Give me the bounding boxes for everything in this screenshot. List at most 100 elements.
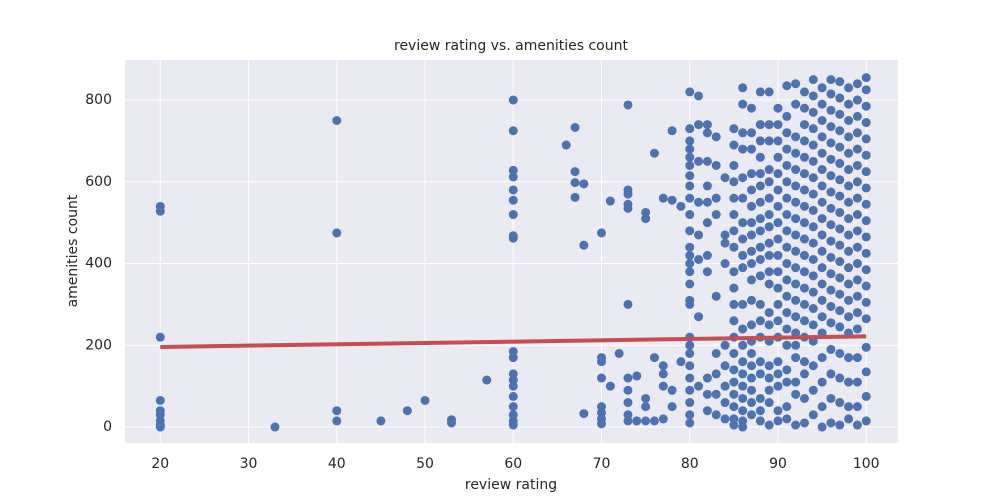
scatter-point bbox=[799, 218, 809, 228]
scatter-point bbox=[570, 122, 580, 132]
scatter-point bbox=[799, 316, 809, 326]
scatter-point bbox=[623, 203, 633, 213]
scatter-point bbox=[641, 214, 651, 224]
scatter-point bbox=[799, 201, 809, 211]
scatter-point bbox=[835, 142, 845, 152]
scatter-point bbox=[861, 342, 871, 352]
scatter-point bbox=[782, 365, 792, 375]
scatter-point bbox=[844, 402, 854, 412]
scatter-point bbox=[826, 252, 836, 262]
scatter-point bbox=[764, 136, 774, 146]
scatter-point bbox=[755, 271, 765, 281]
y-axis-label: amenities count bbox=[65, 194, 81, 307]
scatter-point bbox=[852, 402, 862, 412]
scatter-point bbox=[817, 132, 827, 142]
scatter-point bbox=[835, 109, 845, 119]
scatter-point bbox=[729, 124, 739, 134]
scatter-point bbox=[835, 126, 845, 136]
scatter-point bbox=[508, 195, 518, 205]
scatter-point bbox=[747, 218, 757, 228]
x-tick-label: 50 bbox=[416, 456, 434, 472]
scatter-point bbox=[702, 181, 712, 191]
scatter-point bbox=[852, 259, 862, 269]
scatter-point bbox=[694, 197, 704, 207]
scatter-point bbox=[747, 144, 757, 154]
scatter-point bbox=[579, 409, 589, 419]
scatter-point bbox=[808, 271, 818, 281]
scatter-point bbox=[658, 369, 668, 379]
scatter-point bbox=[605, 381, 615, 391]
scatter-point bbox=[844, 214, 854, 224]
scatter-point bbox=[755, 316, 765, 326]
scatter-point bbox=[808, 320, 818, 330]
scatter-point bbox=[844, 197, 854, 207]
scatter-point bbox=[667, 126, 677, 136]
scatter-point bbox=[861, 391, 871, 401]
scatter-point bbox=[852, 95, 862, 105]
scatter-point bbox=[782, 111, 792, 121]
scatter-point bbox=[482, 375, 492, 385]
scatter-point bbox=[861, 167, 871, 177]
scatter-point bbox=[844, 377, 854, 387]
scatter-point bbox=[799, 393, 809, 403]
scatter-point bbox=[667, 195, 677, 205]
scatter-point bbox=[826, 75, 836, 85]
scatter-point bbox=[738, 193, 748, 203]
scatter-point bbox=[764, 420, 774, 430]
scatter-point bbox=[720, 259, 730, 269]
scatter-point bbox=[685, 418, 695, 428]
scatter-point bbox=[799, 283, 809, 293]
scatter-point bbox=[755, 197, 765, 207]
scatter-point bbox=[685, 136, 695, 146]
scatter-point bbox=[817, 197, 827, 207]
scatter-point bbox=[826, 418, 836, 428]
scatter-point bbox=[764, 222, 774, 232]
scatter-point bbox=[817, 181, 827, 191]
scatter-point bbox=[711, 369, 721, 379]
y-tick-label: 800 bbox=[85, 92, 112, 108]
scatter-point bbox=[844, 83, 854, 93]
scatter-point bbox=[782, 259, 792, 269]
scatter-point bbox=[861, 216, 871, 226]
scatter-point bbox=[667, 385, 677, 395]
x-tick-label: 30 bbox=[240, 456, 258, 472]
scatter-point bbox=[808, 254, 818, 264]
scatter-point bbox=[799, 152, 809, 162]
scatter-point bbox=[729, 140, 739, 150]
scatter-point bbox=[861, 134, 871, 144]
x-tick-label: 80 bbox=[681, 456, 699, 472]
scatter-point bbox=[764, 308, 774, 318]
scatter-point bbox=[835, 273, 845, 283]
chart-title: review rating vs. amenities count bbox=[394, 38, 628, 54]
scatter-point bbox=[817, 246, 827, 256]
scatter-point bbox=[729, 160, 739, 170]
y-tick-label: 400 bbox=[85, 256, 112, 272]
scatter-point bbox=[738, 99, 748, 109]
scatter-point bbox=[738, 234, 748, 244]
scatter-point bbox=[773, 357, 783, 367]
scatter-point bbox=[835, 257, 845, 267]
scatter-point bbox=[597, 357, 607, 367]
scatter-point bbox=[773, 250, 783, 260]
scatter-point bbox=[641, 402, 651, 412]
scatter-point bbox=[755, 181, 765, 191]
scatter-point bbox=[817, 214, 827, 224]
scatter-point bbox=[755, 406, 765, 416]
scatter-point bbox=[808, 287, 818, 297]
scatter-point bbox=[729, 226, 739, 236]
scatter-point bbox=[720, 230, 730, 240]
scatter-point bbox=[720, 238, 730, 248]
scatter-point bbox=[835, 240, 845, 250]
scatter-point bbox=[738, 173, 748, 183]
scatter-point bbox=[685, 242, 695, 252]
scatter-point bbox=[747, 275, 757, 285]
scatter-point bbox=[808, 222, 818, 232]
scatter-point bbox=[508, 95, 518, 105]
scatter-point bbox=[773, 267, 783, 277]
scatter-point bbox=[729, 267, 739, 277]
scatter-point bbox=[685, 361, 695, 371]
scatter-point bbox=[773, 283, 783, 293]
scatter-point bbox=[782, 210, 792, 220]
scatter-point bbox=[597, 419, 607, 429]
scatter-point bbox=[799, 369, 809, 379]
